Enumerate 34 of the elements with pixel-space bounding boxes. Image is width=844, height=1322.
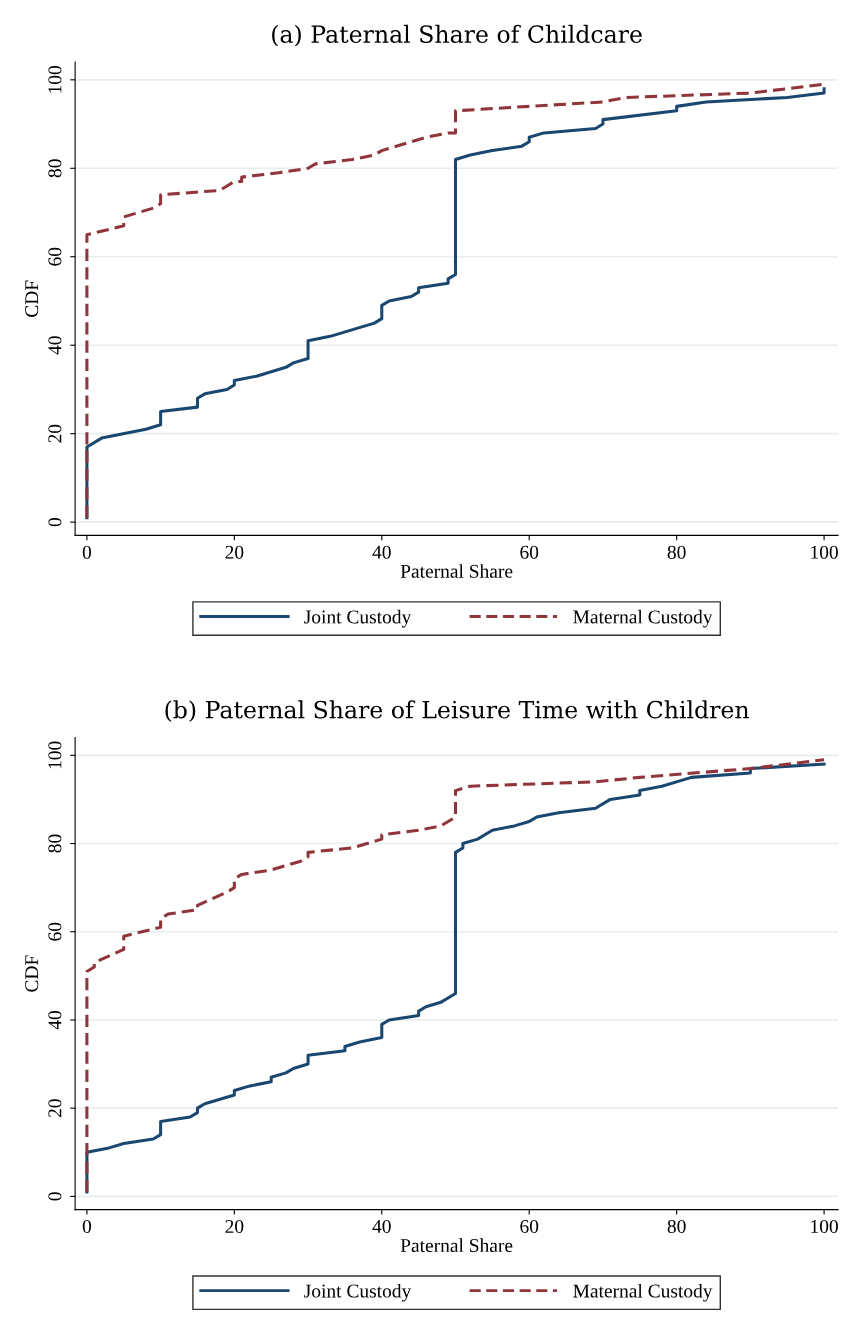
legend-label: Joint Custody: [304, 609, 412, 628]
x-tick-label: 100: [811, 545, 838, 559]
x-tick-label: 0: [82, 1219, 92, 1234]
x-axis-title: Paternal Share: [400, 564, 513, 578]
y-axis-title: CDF: [25, 955, 39, 992]
x-tick-label: 20: [225, 1219, 244, 1234]
chart-title: (a) Paternal Share of Childcare: [272, 24, 642, 47]
y-tick-label: 100: [48, 741, 62, 769]
x-tick-label: 40: [372, 1219, 391, 1234]
y-tick-label: 20: [48, 1099, 62, 1118]
chart-title: (b) Paternal Share of Leisure Time with Children: [165, 700, 749, 722]
y-axis-title: CDF: [25, 280, 39, 317]
y-tick-label: 0: [48, 518, 62, 527]
x-tick-label: 60: [520, 1219, 539, 1234]
y-tick-label: 20: [48, 424, 62, 443]
x-tick-label: 40: [372, 545, 391, 559]
x-tick-label: 80: [667, 1219, 686, 1234]
legend-label: Maternal Custody: [573, 609, 713, 628]
x-axis-title: Paternal Share: [400, 1238, 513, 1253]
y-tick-label: 80: [48, 159, 62, 178]
y-tick-label: 80: [48, 834, 62, 853]
y-tick-label: 100: [48, 65, 62, 93]
y-tick-label: 40: [48, 336, 62, 355]
y-tick-label: 40: [48, 1010, 62, 1030]
x-tick-label: 60: [520, 545, 539, 559]
y-tick-label: 60: [48, 922, 62, 941]
y-tick-label: 60: [48, 247, 62, 266]
x-tick-label: 80: [667, 545, 686, 559]
x-tick-label: 100: [811, 1219, 838, 1234]
legend-label: Joint Custody: [304, 1283, 412, 1302]
y-tick-label: 0: [48, 1192, 62, 1201]
x-tick-label: 0: [82, 545, 92, 559]
legend-label: Maternal Custody: [573, 1283, 713, 1302]
x-tick-label: 20: [225, 545, 244, 559]
